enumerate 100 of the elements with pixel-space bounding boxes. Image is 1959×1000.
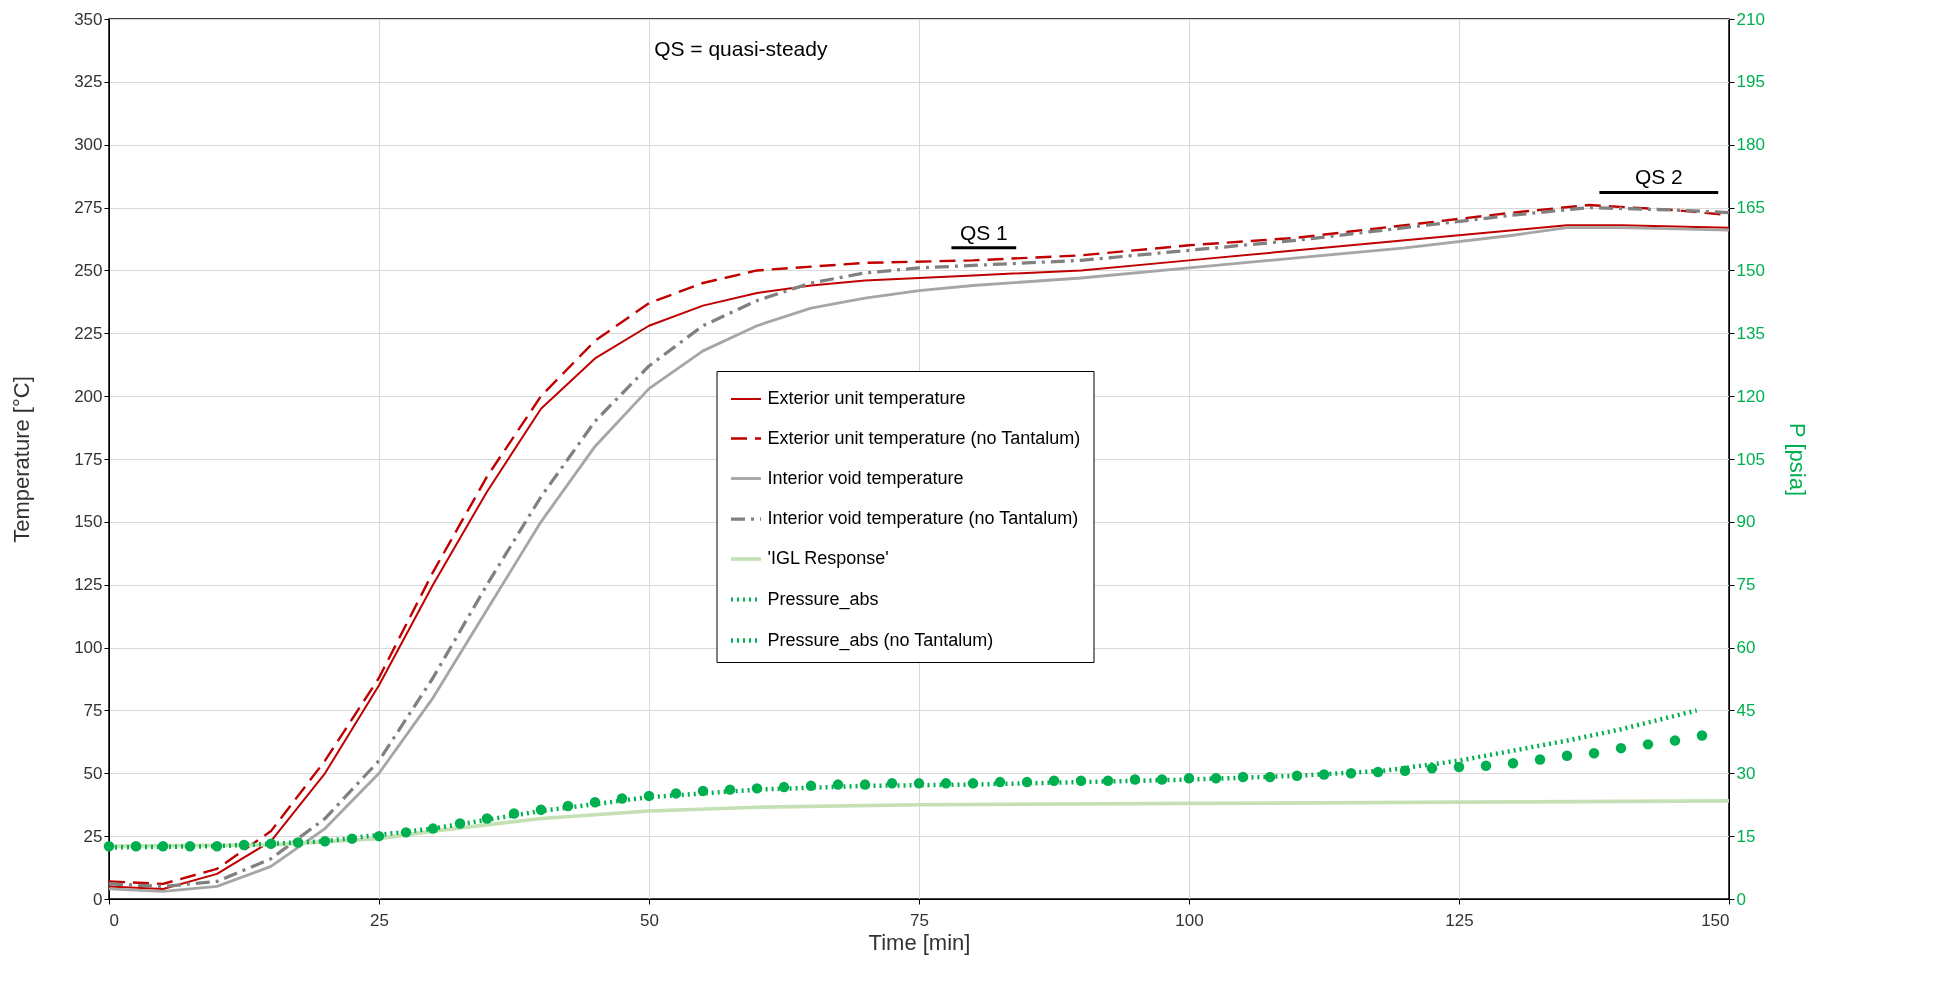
y-tick-label: 325 bbox=[74, 72, 103, 92]
point bbox=[967, 778, 979, 789]
y2-tick-label: 75 bbox=[1736, 575, 1756, 595]
y2-tick-label: 150 bbox=[1736, 260, 1765, 280]
point bbox=[1480, 760, 1492, 771]
point bbox=[589, 796, 601, 808]
point bbox=[400, 827, 412, 838]
y2-tick-label: 105 bbox=[1736, 449, 1765, 469]
point bbox=[1372, 766, 1384, 778]
point bbox=[1129, 774, 1141, 785]
point bbox=[481, 813, 493, 824]
y-tick-label: 350 bbox=[74, 9, 103, 29]
point bbox=[1345, 768, 1357, 779]
point bbox=[184, 840, 196, 852]
point bbox=[1669, 735, 1681, 746]
x-tick-label: 125 bbox=[1445, 910, 1474, 930]
point bbox=[238, 839, 250, 851]
point bbox=[670, 788, 682, 799]
point bbox=[1021, 776, 1033, 788]
point bbox=[157, 840, 169, 852]
point bbox=[508, 808, 520, 819]
point bbox=[1156, 774, 1168, 785]
point bbox=[1588, 747, 1600, 759]
point bbox=[724, 784, 736, 795]
point bbox=[1075, 775, 1087, 787]
y2-tick-label: 45 bbox=[1736, 700, 1756, 720]
point bbox=[265, 838, 277, 849]
y2-tick-label: 30 bbox=[1736, 763, 1756, 783]
point bbox=[1426, 763, 1438, 774]
point bbox=[1237, 771, 1249, 783]
point bbox=[832, 779, 844, 790]
x-tick-label: 50 bbox=[640, 910, 659, 930]
y2-tick-label: 0 bbox=[1736, 889, 1746, 909]
point bbox=[1696, 730, 1708, 741]
y-tick-label: 175 bbox=[74, 449, 103, 469]
point bbox=[616, 793, 628, 804]
legend-label: Exterior unit temperature bbox=[767, 388, 966, 408]
point bbox=[643, 790, 655, 802]
point bbox=[211, 840, 223, 852]
annotation: QS 1 bbox=[959, 220, 1008, 244]
x-tick-label: 100 bbox=[1175, 910, 1204, 930]
point bbox=[319, 835, 331, 847]
y-tick-label: 25 bbox=[83, 826, 103, 846]
y-tick-label: 50 bbox=[83, 763, 103, 783]
annotation: QS = quasi-steady bbox=[654, 37, 828, 60]
y2-tick-label: 165 bbox=[1736, 198, 1765, 218]
point bbox=[103, 840, 115, 852]
point bbox=[994, 776, 1006, 788]
x-tick-label: 75 bbox=[910, 910, 929, 930]
y-tick-label: 125 bbox=[74, 575, 103, 595]
y-tick-label: 250 bbox=[74, 260, 103, 280]
y2-tick-label: 195 bbox=[1736, 72, 1765, 92]
point bbox=[1534, 754, 1546, 765]
x-axis-title: Time [min] bbox=[868, 929, 971, 955]
point bbox=[427, 823, 439, 834]
point bbox=[778, 781, 790, 793]
y-tick-label: 300 bbox=[74, 135, 103, 155]
x-tick-label: 150 bbox=[1701, 910, 1730, 930]
point bbox=[697, 785, 709, 797]
point bbox=[913, 778, 925, 789]
point bbox=[1264, 771, 1276, 783]
y-tick-label: 225 bbox=[74, 323, 103, 343]
legend-label: Pressure_abs (no Tantalum) bbox=[767, 629, 994, 651]
point bbox=[292, 837, 304, 848]
point bbox=[562, 800, 574, 812]
point bbox=[1210, 773, 1222, 784]
point bbox=[1183, 773, 1195, 784]
point bbox=[1615, 742, 1627, 754]
point bbox=[1453, 761, 1465, 773]
y2-tick-label: 90 bbox=[1736, 512, 1756, 532]
y2-tick-label: 15 bbox=[1736, 826, 1756, 846]
point bbox=[130, 840, 142, 852]
point bbox=[859, 779, 871, 790]
point bbox=[1399, 765, 1411, 777]
legend-label: Exterior unit temperature (no Tantalum) bbox=[767, 427, 1081, 448]
point bbox=[886, 778, 898, 789]
y-tick-label: 275 bbox=[74, 198, 103, 218]
x-tick-label: 0 bbox=[109, 910, 119, 930]
legend-label: 'IGL Response' bbox=[767, 548, 889, 568]
point bbox=[1291, 770, 1303, 782]
point bbox=[346, 833, 358, 844]
y2-tick-label: 180 bbox=[1736, 135, 1765, 155]
point bbox=[940, 778, 952, 789]
annotation: QS 2 bbox=[1634, 165, 1683, 189]
y-tick-label: 200 bbox=[74, 386, 103, 406]
point bbox=[454, 818, 466, 829]
y2-tick-label: 120 bbox=[1736, 386, 1765, 406]
x-tick-label: 25 bbox=[370, 910, 389, 930]
legend-label: Interior void temperature bbox=[767, 467, 964, 488]
point bbox=[751, 783, 763, 794]
y2-axis-title: P [psia] bbox=[1784, 423, 1810, 496]
point bbox=[535, 804, 547, 815]
legend-label: Pressure_abs bbox=[767, 588, 879, 610]
point bbox=[1318, 769, 1330, 780]
y2-tick-label: 60 bbox=[1736, 638, 1756, 658]
point bbox=[1102, 775, 1114, 787]
y-tick-label: 150 bbox=[74, 512, 103, 532]
point bbox=[1048, 775, 1060, 787]
y-tick-label: 75 bbox=[83, 700, 103, 720]
point bbox=[1642, 739, 1654, 750]
